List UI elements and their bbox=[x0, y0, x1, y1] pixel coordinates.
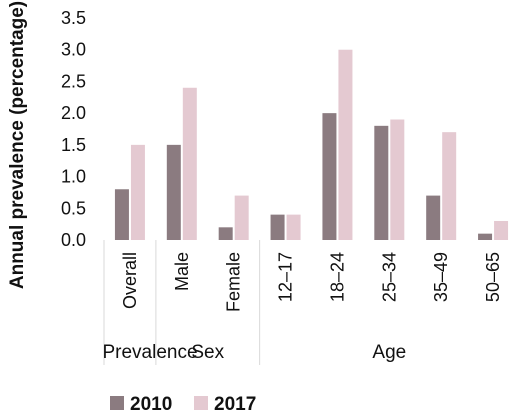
bar-2010-50–65 bbox=[478, 233, 493, 240]
bar-2010-18–24 bbox=[322, 113, 337, 240]
legend-swatch-2017 bbox=[194, 396, 208, 410]
bar-2017-12–17 bbox=[286, 214, 301, 240]
y-tick-label: 3.5 bbox=[61, 8, 86, 28]
bar-2017-Female bbox=[234, 195, 249, 240]
y-tick-label: 0.0 bbox=[61, 230, 86, 250]
y-tick-label: 2.5 bbox=[61, 71, 86, 91]
x-tick-label-group: 50–65 bbox=[483, 252, 503, 302]
bar-2017-Overall bbox=[130, 144, 145, 240]
y-axis-ticks: 0.0 0.5 1.0 1.5 2.0 2.5 3.0 3.5 bbox=[61, 8, 86, 250]
group-separators bbox=[103, 240, 261, 365]
y-tick-label: 2.0 bbox=[61, 103, 86, 123]
group-label: Age bbox=[372, 342, 406, 363]
x-tick-label-group: Female bbox=[224, 252, 244, 312]
bar-2010-25–34 bbox=[374, 125, 389, 240]
bar-2010-35–49 bbox=[426, 195, 441, 240]
x-tick-label: 50–65 bbox=[483, 252, 503, 302]
legend-swatch-2010 bbox=[110, 396, 124, 410]
y-axis-title: Annual prevalence (percentage) bbox=[7, 1, 28, 289]
x-tick-label-group: Overall bbox=[120, 252, 140, 309]
bar-2017-25–34 bbox=[390, 119, 405, 240]
x-tick-label-group: 18–24 bbox=[327, 252, 347, 302]
bar-2017-18–24 bbox=[338, 49, 353, 240]
group-label: Prevalence bbox=[102, 342, 197, 363]
y-tick-label: 1.5 bbox=[61, 135, 86, 155]
group-label: Sex bbox=[191, 342, 224, 363]
bar-2010-12–17 bbox=[270, 214, 285, 240]
bar-2017-35–49 bbox=[442, 132, 457, 240]
bar-2017-Male bbox=[182, 87, 197, 241]
x-tick-label: 25–34 bbox=[379, 252, 399, 302]
x-tick-label: 18–24 bbox=[327, 252, 347, 302]
x-tick-label: 35–49 bbox=[431, 252, 451, 302]
x-tick-label-group: 25–34 bbox=[379, 252, 399, 302]
x-tick-label-group: Male bbox=[172, 252, 192, 291]
legend-label: 2017 bbox=[214, 394, 256, 411]
bars bbox=[114, 49, 509, 241]
legend: 2010 2017 bbox=[110, 394, 256, 411]
y-axis-title-group: Annual prevalence (percentage) bbox=[7, 1, 28, 289]
bar-2017-50–65 bbox=[494, 220, 509, 240]
y-tick-label: 3.0 bbox=[61, 40, 86, 60]
y-tick-label: 0.5 bbox=[61, 198, 86, 218]
x-tick-label: Male bbox=[172, 252, 192, 291]
x-tick-label-group: 35–49 bbox=[431, 252, 451, 302]
x-tick-label-group: 12–17 bbox=[276, 252, 296, 302]
x-tick-label: Female bbox=[224, 252, 244, 312]
x-axis-category-labels: Overall Male Female 12–17 18–24 25–34 35–49 50–… bbox=[120, 252, 503, 312]
legend-label: 2010 bbox=[130, 394, 172, 411]
x-tick-label: 12–17 bbox=[276, 252, 296, 302]
x-tick-label: Overall bbox=[120, 252, 140, 309]
y-tick-label: 1.0 bbox=[61, 167, 86, 187]
bar-2010-Overall bbox=[114, 189, 129, 240]
bar-2010-Female bbox=[218, 227, 233, 240]
bar-2010-Male bbox=[166, 144, 181, 240]
